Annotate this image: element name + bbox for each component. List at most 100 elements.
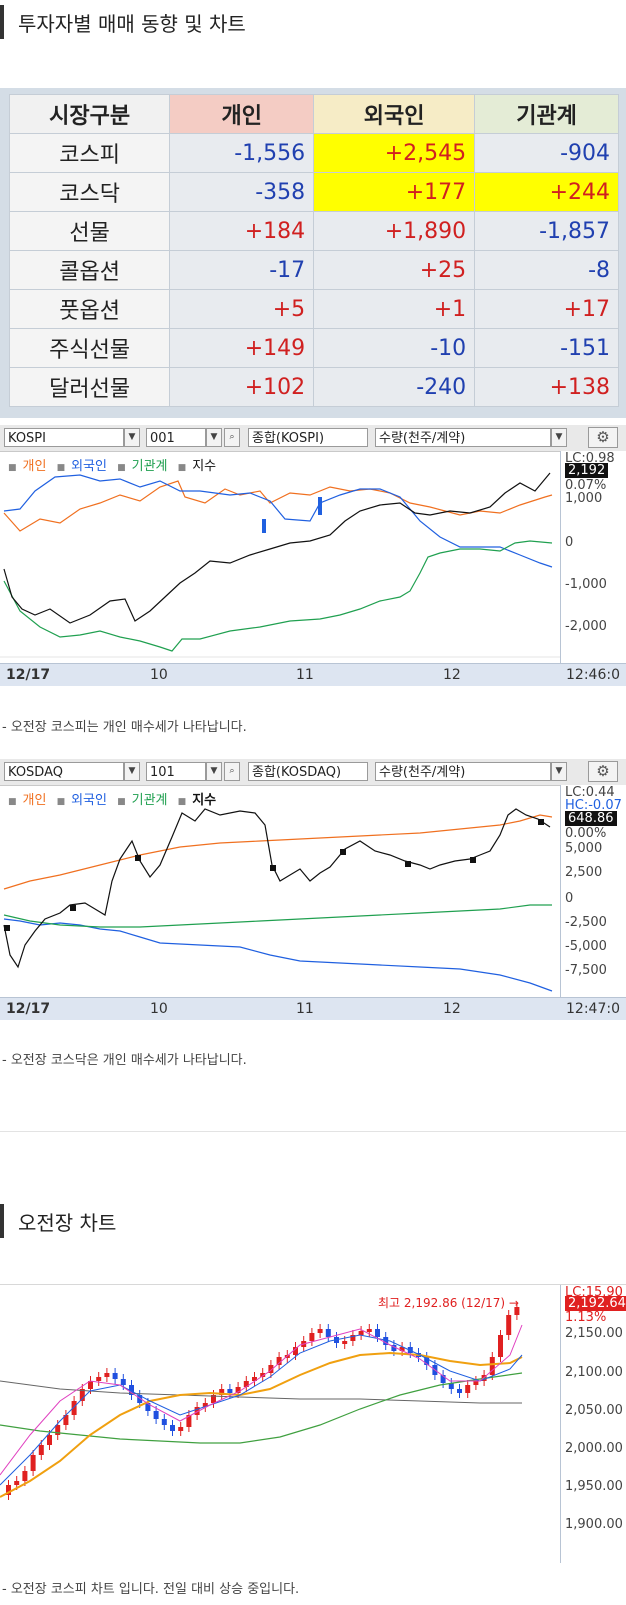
kosdaq-caption: - 오전장 코스닥은 개인 매수세가 나타납니다. <box>2 1053 247 1068</box>
legend-marker-icon: ■ <box>117 797 126 807</box>
kosdaq-toolbar: KOSDAQ ▼ 101 ▼ ⌕ 종합(KOSDAQ) 수량(천주/계약) ▼ … <box>0 759 626 786</box>
candle <box>366 1329 372 1332</box>
cell-individual: +184 <box>169 211 315 251</box>
search-icon[interactable]: ⌕ <box>224 428 240 447</box>
candle <box>88 1381 93 1389</box>
candle <box>137 1395 143 1403</box>
y-label: HC:-0.07 <box>565 798 622 813</box>
candle <box>55 1425 61 1435</box>
table-row: 코스피 -1,556 +2,545 -904 <box>8 133 619 173</box>
candle <box>96 1377 102 1381</box>
y-label: 5,000 <box>565 841 603 856</box>
candle <box>63 1415 69 1425</box>
x-label: 12 <box>443 667 461 683</box>
candle <box>424 1357 430 1365</box>
candle <box>161 1419 167 1425</box>
cell-foreign: +1 <box>313 289 476 329</box>
code-input[interactable]: 101 <box>146 762 206 781</box>
marker-icon <box>470 857 476 863</box>
cell-market: 코스닥 <box>8 172 171 212</box>
candle-group <box>6 1302 520 1500</box>
candle <box>375 1329 380 1337</box>
legend-index: 지수 <box>192 459 217 474</box>
gear-icon[interactable]: ⚙ <box>588 761 618 782</box>
chevron-down-icon[interactable]: ▼ <box>124 762 140 781</box>
chevron-down-icon[interactable]: ▼ <box>206 762 222 781</box>
search-icon[interactable]: ⌕ <box>224 762 240 781</box>
legend-foreign: 외국인 <box>71 459 107 474</box>
chevron-down-icon[interactable]: ▼ <box>124 428 140 447</box>
code-input[interactable]: 001 <box>146 428 206 447</box>
legend-foreign: 외국인 <box>71 793 107 808</box>
market-select[interactable]: KOSDAQ <box>4 762 124 781</box>
table-row: 주식선물 +149 -10 -151 <box>8 328 619 368</box>
y-label: 0.00% <box>565 826 607 841</box>
marker-icon <box>262 519 266 533</box>
candle <box>260 1373 266 1377</box>
ma60-line <box>0 1372 523 1444</box>
kosdaq-investor-chart: KOSDAQ ▼ 101 ▼ ⌕ 종합(KOSDAQ) 수량(천주/계약) ▼ … <box>0 759 626 1021</box>
legend-marker-icon: ■ <box>8 797 17 807</box>
cell-individual: -17 <box>169 250 315 290</box>
legend-individual: 개인 <box>22 793 47 808</box>
unit-select[interactable]: 수량(천주/계약) <box>375 762 551 781</box>
candle <box>30 1455 36 1471</box>
market-select[interactable]: KOSPI <box>4 428 124 447</box>
candle <box>391 1345 397 1351</box>
chevron-down-icon[interactable]: ▼ <box>551 428 567 447</box>
candle <box>211 1395 216 1403</box>
x-label: 10 <box>150 667 168 683</box>
candle <box>506 1315 512 1335</box>
kosdaq-y-axis: LC:0.44 HC:-0.07 648.86 0.00% 5,000 2,50… <box>560 785 626 997</box>
gear-icon[interactable]: ⚙ <box>588 427 618 448</box>
section-title-text: 오전장 차트 <box>18 1210 117 1235</box>
candle <box>6 1485 11 1495</box>
chevron-down-icon[interactable]: ▼ <box>206 428 222 447</box>
y-label: 1,000 <box>565 491 603 506</box>
kospi-legend: ■ 개인 ■ 외국인 ■ 기관계 ■ 지수 <box>8 455 222 474</box>
y-label: 2,150.00 <box>565 1326 623 1341</box>
candle <box>383 1337 389 1345</box>
current-value-badge: 2,192 <box>565 463 609 478</box>
candle <box>178 1427 184 1431</box>
foreign-line <box>3 474 553 568</box>
table-row: 달러선물 +102 -240 +138 <box>8 367 619 407</box>
y-label: -2,500 <box>565 915 607 930</box>
cell-foreign: +2,545 <box>313 133 476 173</box>
candle <box>317 1329 323 1333</box>
ma10-line <box>0 1334 523 1486</box>
y-label: 2,500 <box>565 865 603 880</box>
x-label: 12/17 <box>6 667 51 683</box>
unit-select[interactable]: 수량(천주/계약) <box>375 428 551 447</box>
legend-marker-icon: ■ <box>56 463 66 473</box>
y-label: -5,000 <box>565 939 607 954</box>
header-individual: 개인 <box>169 94 315 134</box>
chevron-down-icon[interactable]: ▼ <box>551 762 567 781</box>
legend-index: 지수 <box>192 793 217 808</box>
y-label: 2,100.00 <box>565 1365 623 1380</box>
institution-line <box>3 904 552 928</box>
candle <box>120 1379 126 1385</box>
kosdaq-time: 12:47:0 <box>560 997 626 1020</box>
header-institution: 기관계 <box>474 94 619 134</box>
cell-individual: -1,556 <box>169 133 315 173</box>
legend-marker-icon: ■ <box>177 797 187 807</box>
individual-line <box>3 480 553 532</box>
candle <box>38 1445 44 1455</box>
x-label: 11 <box>296 667 314 683</box>
cell-market: 콜옵션 <box>8 250 171 290</box>
legend-marker-icon: ■ <box>117 463 126 473</box>
candle <box>268 1365 274 1373</box>
cell-market: 달러선물 <box>8 367 171 407</box>
candle-plot: 최고 2,192.86 (12/17) → <box>0 1296 523 1500</box>
candle <box>276 1357 282 1365</box>
y-label: 0 <box>565 535 574 550</box>
kospi-x-axis: 12/17 10 11 12 <box>0 663 560 686</box>
y-label: -7,500 <box>565 963 607 978</box>
candle <box>194 1407 200 1415</box>
candle <box>219 1389 225 1395</box>
cell-market: 주식선물 <box>8 328 171 368</box>
kospi-time: 12:46:0 <box>560 663 626 686</box>
candle <box>309 1333 315 1341</box>
section-title-morning-chart: 오전장 차트 <box>0 1204 116 1238</box>
